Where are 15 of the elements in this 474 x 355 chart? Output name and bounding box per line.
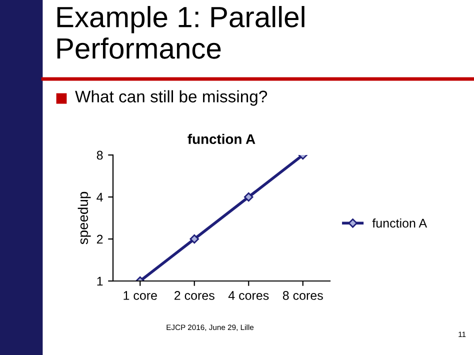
- chart-title: function A: [188, 134, 256, 144]
- y-axis-title: speedup: [78, 192, 91, 244]
- legend-label: function A: [372, 218, 428, 228]
- text: What can still be missing?: [75, 90, 268, 106]
- point: [190, 234, 199, 244]
- text: Example 1: Parallel Performance: [57, 6, 304, 59]
- y-tick-label: 4: [96, 192, 103, 202]
- y-tick-label: 1: [97, 276, 103, 286]
- x-tick-label: 1 core: [124, 291, 157, 300]
- x-tick-label: 2 cores: [174, 291, 214, 300]
- x-tick-label: 8 cores: [282, 291, 323, 300]
- x-tick-label: 4 cores: [228, 291, 269, 300]
- y-tick-label: 8: [96, 150, 103, 160]
- point: [244, 192, 254, 202]
- y-tick-label: 2: [96, 234, 103, 244]
